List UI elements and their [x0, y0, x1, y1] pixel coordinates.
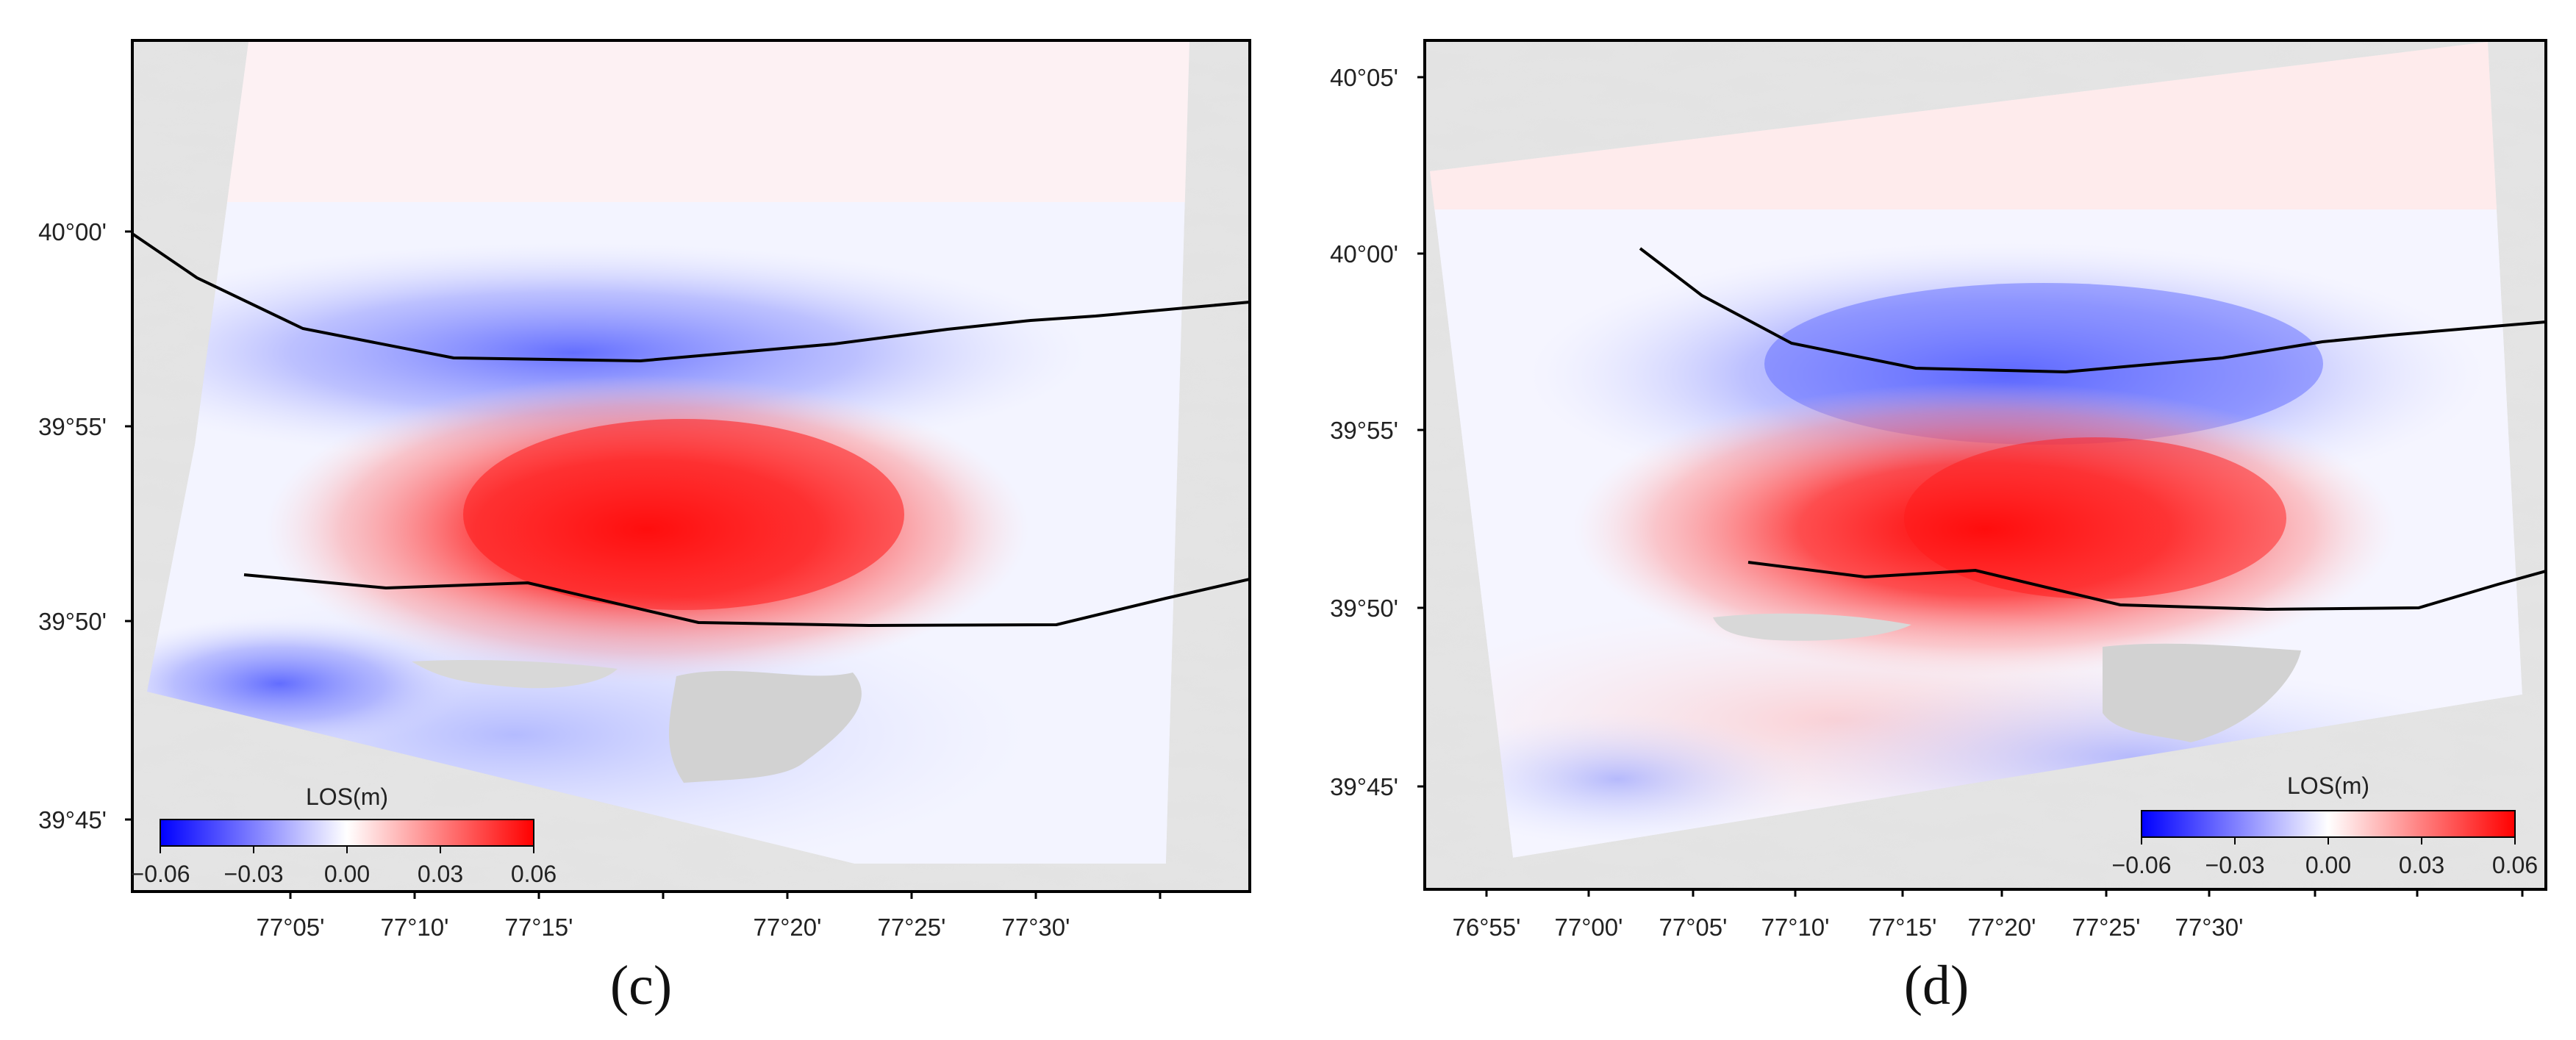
colorbar-title: LOS(m) [306, 783, 388, 810]
panel-d: 40°05' 40°00' 39°55' 39°50' 39°45' 76°55… [1330, 39, 2547, 1016]
y-tick-label: 40°05' [1330, 64, 1398, 91]
x-tick-label: 77°30' [1002, 914, 1070, 941]
x-tick-label: 77°25' [2072, 914, 2141, 941]
x-tick-label: 77°05' [257, 914, 325, 941]
colorbar-tick: 0.06 [511, 861, 557, 887]
tick-marks-c [125, 230, 1162, 899]
x-tick-label: 77°05' [1659, 914, 1728, 941]
x-tick-label: 77°20' [754, 914, 822, 941]
x-tick-label: 77°15' [505, 914, 573, 941]
fault-line [1639, 247, 2546, 374]
panel-label: (c) [610, 955, 672, 1016]
fault-line [243, 573, 1250, 628]
fault-line [132, 232, 1250, 363]
y-tick-label: 40°00' [38, 218, 107, 245]
colorbar-tick: −0.03 [2205, 852, 2265, 878]
x-tick-label: 77°30' [2175, 914, 2244, 941]
x-tick-label: 77°15' [1869, 914, 1937, 941]
colorbar-tick: 0.03 [418, 861, 463, 887]
colorbar-tick: 0.00 [324, 861, 370, 887]
panel-label: (d) [1904, 955, 1969, 1016]
colorbar-tick: −0.06 [2112, 852, 2172, 878]
y-tick-label: 39°55' [38, 413, 107, 440]
colorbar-tick: 0.00 [2305, 852, 2351, 878]
colorbar-title: LOS(m) [2287, 772, 2369, 799]
colorbar-tick: 0.06 [2492, 852, 2538, 878]
colorbar-tick: −0.06 [131, 861, 190, 887]
fault-line [1747, 561, 2546, 612]
x-tick-label: 77°10' [1761, 914, 1830, 941]
colorbar-tick: 0.03 [2399, 852, 2444, 878]
x-tick-label: 77°00' [1555, 914, 1623, 941]
y-tick-label: 39°50' [38, 608, 107, 635]
x-tick-label: 77°10' [381, 914, 449, 941]
x-tick-label: 76°55' [1453, 914, 1521, 941]
y-tick-label: 39°45' [38, 806, 107, 833]
colorbar-tick: −0.03 [224, 861, 284, 887]
colorbar-d: LOS(m) −0.06 −0.03 0.00 0.03 0.06 [2112, 772, 2539, 878]
y-tick-label: 39°50' [1330, 595, 1398, 622]
tick-marks-d [1417, 76, 2524, 897]
x-tick-label: 77°25' [878, 914, 946, 941]
y-tick-label: 39°55' [1330, 417, 1398, 444]
map-area-c [132, 40, 1250, 892]
map-frame-d [1423, 39, 2547, 891]
x-tick-label: 77°20' [1968, 914, 2036, 941]
colorbar-c: LOS(m) −0.06 −0.03 0.00 0.03 0.06 [131, 783, 557, 887]
map-frame-c [131, 39, 1251, 893]
y-tick-label: 39°45' [1330, 773, 1398, 800]
y-tick-label: 40°00' [1330, 240, 1398, 268]
map-area-d [1425, 40, 2546, 889]
panel-c: 40°00' 39°55' 39°50' 39°45' 77°05' 77°10… [38, 39, 1251, 1016]
